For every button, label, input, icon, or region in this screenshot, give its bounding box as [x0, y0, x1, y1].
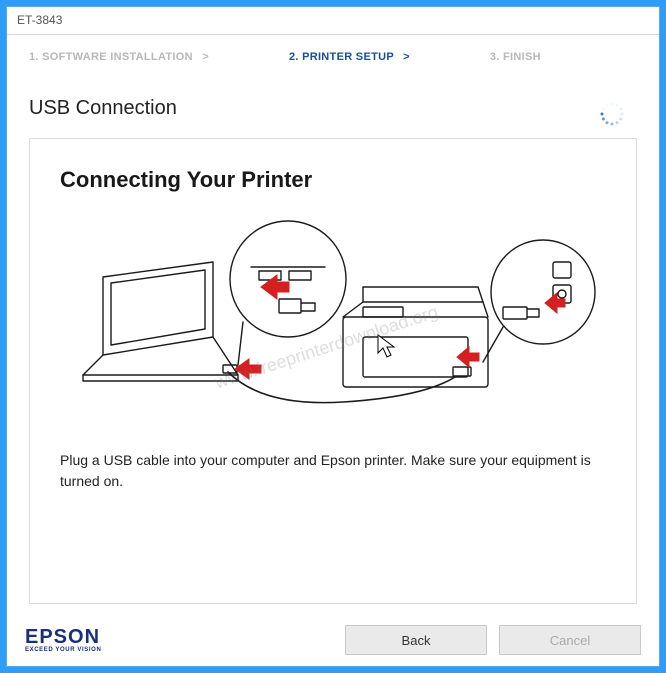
step-finish: 3. FINISH	[490, 51, 541, 63]
step-label: 3. FINISH	[490, 51, 541, 63]
instruction-card: Connecting Your Printer	[29, 138, 637, 604]
step-label: 1. SOFTWARE INSTALLATION	[29, 51, 193, 63]
chevron-right-icon: >	[202, 51, 209, 63]
loading-spinner-icon	[599, 101, 625, 127]
step-printer-setup: 2. PRINTER SETUP >	[289, 51, 410, 63]
brand-block: EPSON EXCEED YOUR VISION	[25, 628, 101, 653]
step-software-installation: 1. SOFTWARE INSTALLATION >	[29, 51, 209, 63]
titlebar: ET-3843	[7, 7, 659, 35]
wizard-steps: 1. SOFTWARE INSTALLATION > 2. PRINTER SE…	[29, 51, 637, 63]
window-title: ET-3843	[17, 13, 62, 27]
instruction-text: Plug a USB cable into your computer and …	[60, 450, 606, 492]
brand-name: EPSON	[25, 628, 101, 646]
illustration-wrap: www.freeprinterdownload.org	[60, 207, 606, 450]
brand-tagline: EXCEED YOUR VISION	[25, 647, 101, 653]
chevron-right-icon: >	[403, 51, 410, 63]
footer: EPSON EXCEED YOUR VISION Back Cancel	[7, 618, 659, 666]
step-label: 2. PRINTER SETUP	[289, 51, 394, 63]
card-title: Connecting Your Printer	[60, 167, 606, 193]
back-button[interactable]: Back	[345, 625, 487, 655]
installer-window: ET-3843 1. SOFTWARE INSTALLATION > 2. PR…	[6, 6, 660, 667]
usb-connection-illustration-icon	[60, 207, 606, 427]
section-title: USB Connection	[29, 97, 637, 120]
content-area: 1. SOFTWARE INSTALLATION > 2. PRINTER SE…	[7, 35, 659, 618]
cancel-button[interactable]: Cancel	[499, 625, 641, 655]
